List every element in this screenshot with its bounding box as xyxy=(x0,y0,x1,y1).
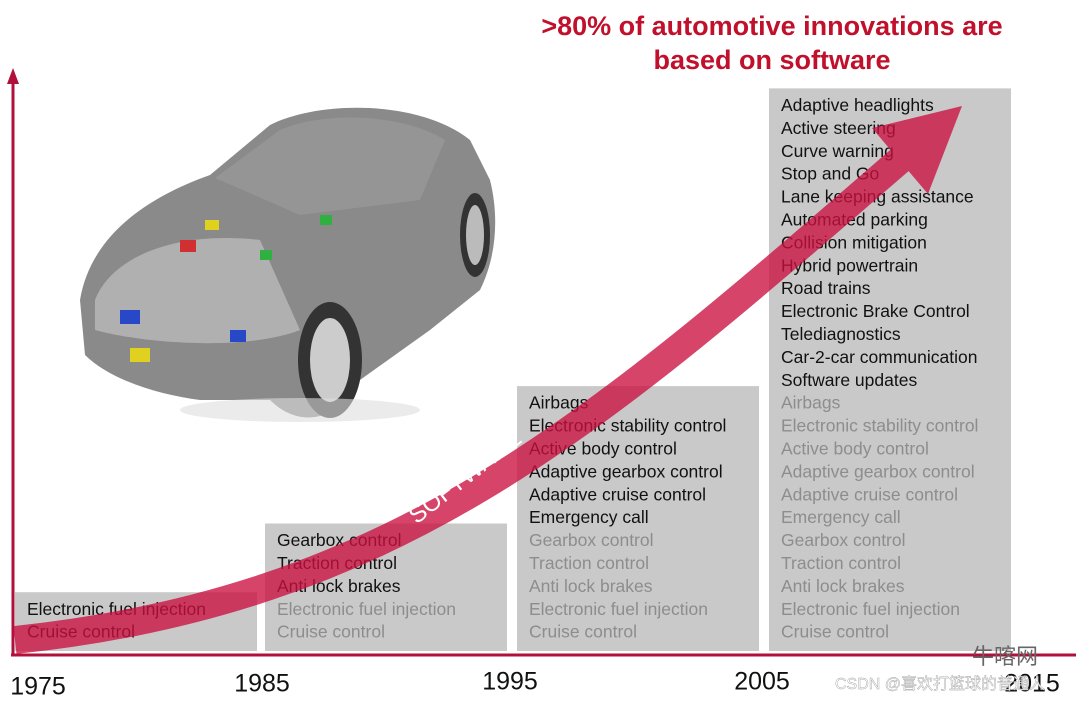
new-item: Stop and Go xyxy=(781,164,879,184)
new-item: Electronic Brake Control xyxy=(781,301,970,321)
new-item: Software updates xyxy=(781,370,917,390)
watermark-site: 牛喀网 xyxy=(972,644,1038,669)
title-line: based on software xyxy=(653,45,890,75)
new-item: Adaptive headlights xyxy=(781,95,934,115)
new-item: Telediagnostics xyxy=(781,324,901,344)
watermark-credit: CSDN @喜欢打篮球的普通人 xyxy=(835,675,1045,693)
previous-item: Electronic fuel injection xyxy=(781,599,960,619)
new-item: Active steering xyxy=(781,118,896,138)
software-arrow xyxy=(13,106,962,654)
previous-item: Cruise control xyxy=(529,622,637,642)
year-label: 1975 xyxy=(10,673,66,701)
previous-item: Adaptive cruise control xyxy=(781,484,958,504)
previous-item: Traction control xyxy=(781,553,901,573)
year-label: 2015 xyxy=(1004,670,1060,698)
previous-item: Airbags xyxy=(781,393,841,413)
new-item: Airbags xyxy=(529,393,589,413)
year-label: 1995 xyxy=(482,668,538,696)
previous-item: Emergency call xyxy=(781,507,901,527)
new-item: Adaptive gearbox control xyxy=(529,461,723,481)
previous-item: Anti lock brakes xyxy=(781,576,905,596)
new-item: Emergency call xyxy=(529,507,649,527)
year-label: 2005 xyxy=(734,668,790,696)
car-illustration xyxy=(80,107,496,422)
new-item: Road trains xyxy=(781,278,871,298)
previous-item: Cruise control xyxy=(781,622,889,642)
previous-item: Adaptive gearbox control xyxy=(781,461,975,481)
year-label: 1985 xyxy=(234,670,290,698)
previous-item: Traction control xyxy=(529,553,649,573)
previous-item: Gearbox control xyxy=(529,530,654,550)
new-item: Car-2-car communication xyxy=(781,347,977,367)
previous-item: Active body control xyxy=(781,439,929,459)
new-item: Hybrid powertrain xyxy=(781,255,918,275)
previous-item: Electronic stability control xyxy=(781,416,978,436)
previous-item: Electronic fuel injection xyxy=(529,599,708,619)
axis-arrowhead xyxy=(7,68,19,84)
previous-item: Electronic fuel injection xyxy=(277,599,456,619)
previous-item: Gearbox control xyxy=(781,530,906,550)
previous-item: Cruise control xyxy=(277,622,385,642)
new-item: Curve warning xyxy=(781,141,894,161)
title-line: >80% of automotive innovations are xyxy=(541,11,1002,41)
new-item: Adaptive cruise control xyxy=(529,484,706,504)
previous-item: Anti lock brakes xyxy=(529,576,653,596)
